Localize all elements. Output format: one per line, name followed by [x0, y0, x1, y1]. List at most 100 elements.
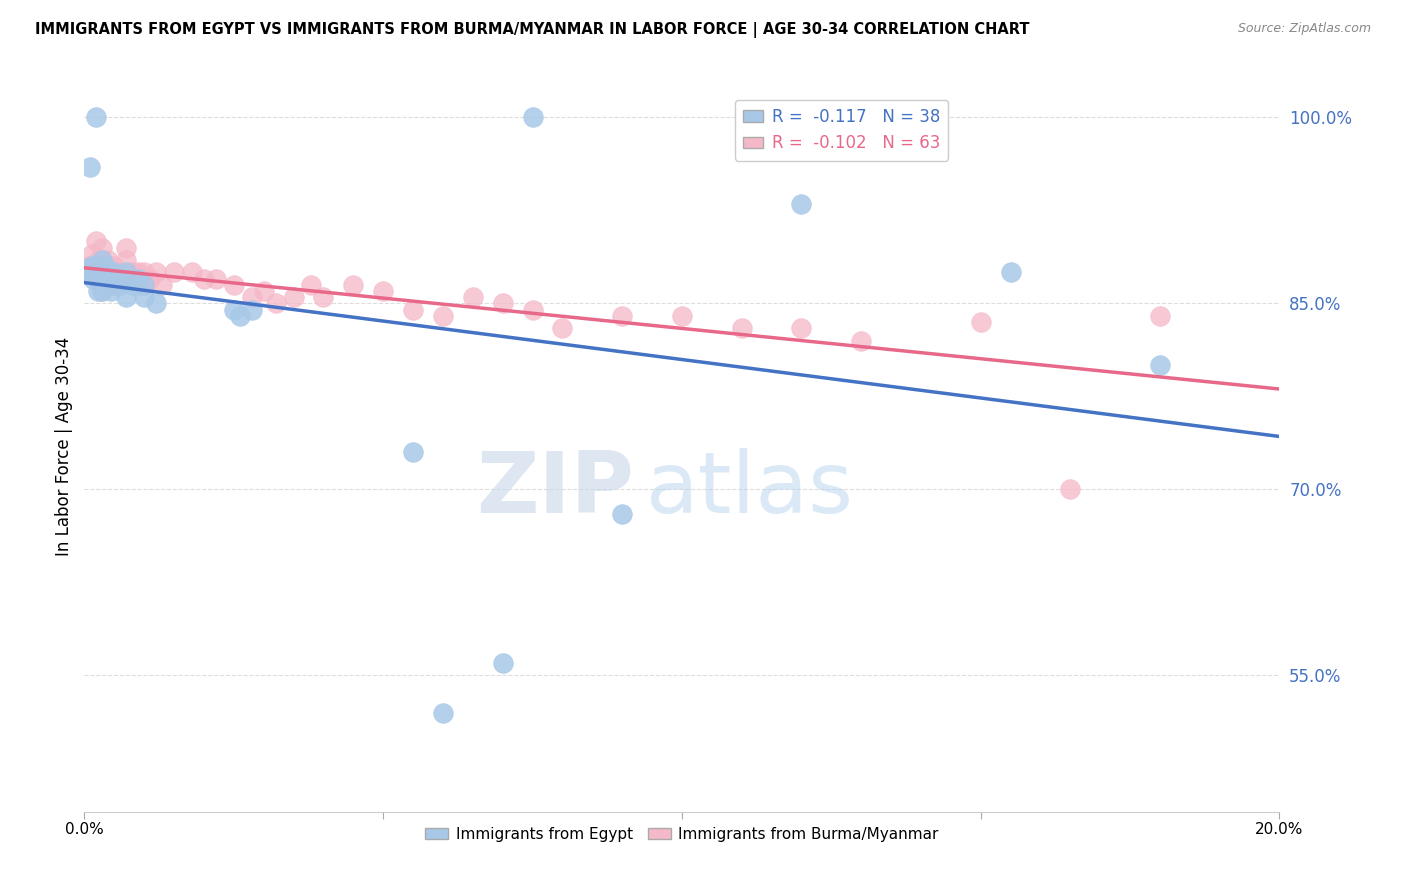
- Point: [91, 284, 114, 298]
- Point: [76, 261, 98, 276]
- Point: [132, 277, 156, 292]
- Point: [121, 265, 143, 279]
- Point: [432, 706, 454, 720]
- Point: [127, 265, 149, 279]
- Point: [522, 111, 544, 125]
- Point: [264, 296, 287, 310]
- Point: [132, 290, 156, 304]
- Point: [82, 259, 104, 273]
- Point: [79, 259, 101, 273]
- Point: [79, 265, 101, 279]
- Text: ZIP: ZIP: [477, 449, 634, 532]
- Point: [432, 309, 454, 323]
- Point: [145, 296, 167, 310]
- Point: [115, 241, 138, 255]
- Point: [402, 445, 425, 459]
- Point: [115, 290, 138, 304]
- Legend: Immigrants from Egypt, Immigrants from Burma/Myanmar: Immigrants from Egypt, Immigrants from B…: [419, 821, 945, 848]
- Point: [342, 277, 364, 292]
- Point: [240, 302, 263, 317]
- Point: [97, 265, 120, 279]
- Y-axis label: In Labor Force | Age 30-34: In Labor Force | Age 30-34: [55, 336, 73, 556]
- Point: [181, 265, 204, 279]
- Point: [103, 259, 125, 273]
- Point: [79, 160, 101, 174]
- Point: [82, 271, 104, 285]
- Point: [82, 259, 104, 273]
- Point: [91, 265, 114, 279]
- Point: [222, 302, 245, 317]
- Point: [373, 284, 395, 298]
- Point: [115, 253, 138, 268]
- Point: [97, 271, 120, 285]
- Point: [163, 265, 186, 279]
- Point: [612, 507, 634, 521]
- Point: [612, 309, 634, 323]
- Point: [115, 271, 138, 285]
- Text: Source: ZipAtlas.com: Source: ZipAtlas.com: [1237, 22, 1371, 36]
- Point: [402, 302, 425, 317]
- Point: [240, 290, 263, 304]
- Point: [86, 265, 108, 279]
- Point: [222, 277, 245, 292]
- Point: [790, 321, 813, 335]
- Point: [97, 265, 120, 279]
- Point: [492, 296, 515, 310]
- Point: [790, 197, 813, 211]
- Point: [86, 253, 108, 268]
- Point: [103, 277, 125, 292]
- Point: [86, 284, 108, 298]
- Point: [97, 253, 120, 268]
- Point: [312, 290, 335, 304]
- Text: atlas: atlas: [647, 449, 853, 532]
- Point: [150, 277, 173, 292]
- Point: [1149, 309, 1171, 323]
- Point: [86, 235, 108, 249]
- Point: [84, 259, 107, 273]
- Point: [132, 265, 156, 279]
- Point: [492, 656, 515, 670]
- Point: [91, 253, 114, 268]
- Point: [132, 277, 156, 292]
- Point: [97, 277, 120, 292]
- Point: [89, 271, 111, 285]
- Point: [228, 309, 252, 323]
- Point: [86, 265, 108, 279]
- Point: [551, 321, 574, 335]
- Point: [91, 265, 114, 279]
- Text: 0.0%: 0.0%: [65, 822, 104, 837]
- Point: [731, 321, 754, 335]
- Point: [461, 290, 484, 304]
- Point: [205, 271, 228, 285]
- Point: [80, 247, 103, 261]
- Point: [91, 284, 114, 298]
- Point: [851, 334, 873, 348]
- Point: [76, 265, 98, 279]
- Point: [91, 241, 114, 255]
- Point: [145, 265, 167, 279]
- Point: [115, 265, 138, 279]
- Point: [94, 265, 117, 279]
- Point: [110, 277, 132, 292]
- Point: [110, 271, 132, 285]
- Point: [1000, 265, 1022, 279]
- Point: [970, 315, 993, 329]
- Point: [100, 284, 122, 298]
- Point: [193, 271, 215, 285]
- Point: [86, 111, 108, 125]
- Point: [127, 271, 149, 285]
- Point: [1059, 483, 1081, 497]
- Point: [110, 265, 132, 279]
- Point: [94, 259, 117, 273]
- Point: [253, 284, 276, 298]
- Point: [121, 277, 143, 292]
- Point: [77, 259, 100, 273]
- Point: [301, 277, 323, 292]
- Text: IMMIGRANTS FROM EGYPT VS IMMIGRANTS FROM BURMA/MYANMAR IN LABOR FORCE | AGE 30-3: IMMIGRANTS FROM EGYPT VS IMMIGRANTS FROM…: [35, 22, 1029, 38]
- Point: [89, 271, 111, 285]
- Point: [283, 290, 305, 304]
- Point: [110, 277, 132, 292]
- Point: [103, 265, 125, 279]
- Point: [84, 259, 107, 273]
- Point: [671, 309, 693, 323]
